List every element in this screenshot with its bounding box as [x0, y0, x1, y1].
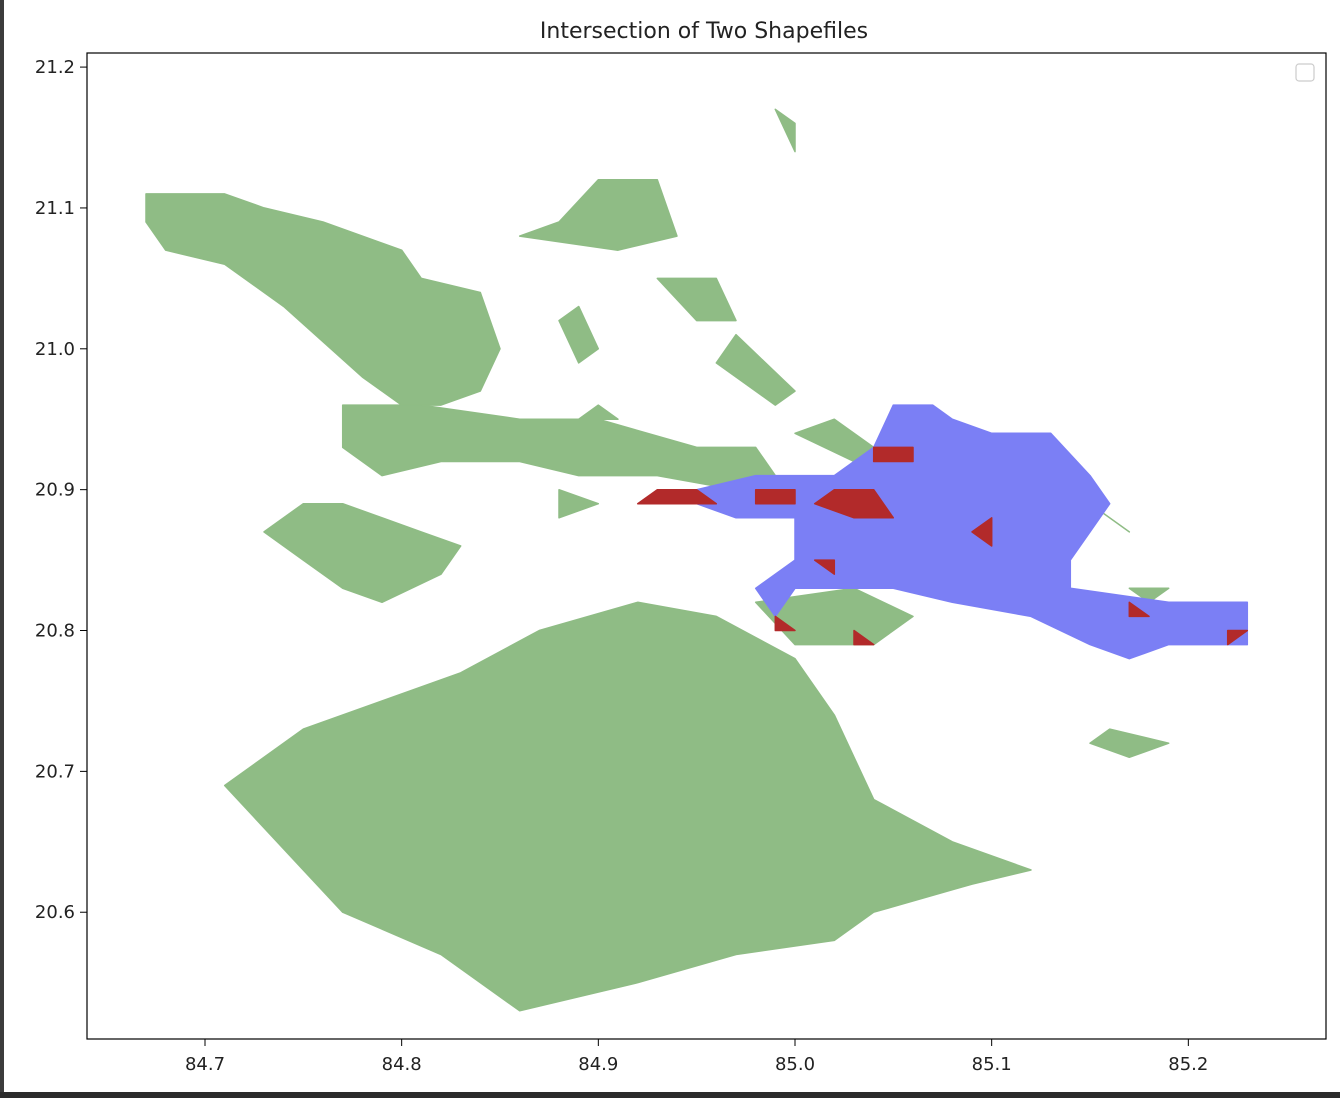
layer1-polygon-15: [558, 488, 600, 519]
layer1-polygon-13: [1128, 587, 1170, 604]
chart-figure: 84.7 84.8 84.9 85.0 85.1 85.2 20.6 20.7 20.8 20.9…: [4, 0, 1340, 1092]
layer1-polygon-1: [341, 404, 777, 491]
y-tick-label: 20.8: [35, 621, 75, 642]
y-tick-label: 21.0: [35, 339, 75, 360]
series-intersection: [636, 446, 1249, 646]
intersection-polygon-4: [971, 517, 993, 547]
shapes-group: [145, 108, 1249, 1012]
intersection-polygon-8: [1128, 601, 1150, 618]
layer1-polygon-0: [145, 193, 501, 406]
y-tick-label: 21.1: [35, 198, 75, 219]
layer1-polygon-6: [558, 305, 600, 364]
chart-svg: 84.7 84.8 84.9 85.0 85.1 85.2 20.6 20.7 20.8 20.9…: [35, 19, 1327, 1075]
series-layer1: [145, 108, 1170, 1012]
x-tick-label: 85.1: [972, 1054, 1012, 1075]
intersection-polygon-0: [636, 488, 718, 505]
x-tick-label: 84.8: [382, 1054, 422, 1075]
x-tick-label: 85.2: [1168, 1054, 1208, 1075]
y-tick-label: 20.7: [35, 761, 75, 782]
chart-title: Intersection of Two Shapefiles: [540, 19, 868, 44]
y-tick-label: 20.6: [35, 902, 75, 923]
intersection-polygon-7: [853, 629, 875, 646]
intersection-polygon-5: [813, 559, 836, 575]
status-strip: [0, 1092, 1340, 1098]
x-tick-label: 85.0: [775, 1054, 815, 1075]
layer1-polygon-14: [774, 108, 796, 153]
layer1-polygon-2: [263, 502, 462, 604]
y-tick-label: 21.2: [35, 57, 75, 78]
legend-box: [1295, 63, 1315, 82]
layer1-polygon-8: [577, 404, 619, 420]
x-tick-label: 84.9: [578, 1054, 618, 1075]
layer1-polygon-4: [518, 179, 678, 251]
intersection-polygon-9: [1226, 629, 1249, 646]
intersection-polygon-6: [774, 615, 796, 632]
intersection-polygon-1: [754, 488, 796, 505]
y-tick-label: 20.9: [35, 480, 75, 501]
layer1-polygon-5: [656, 277, 737, 322]
intersection-polygon-3: [872, 446, 914, 463]
layer1-polygon-7: [715, 333, 796, 406]
intersection-polygon-2: [813, 488, 895, 519]
ticks-group: 84.7 84.8 84.9 85.0 85.1 85.2 20.6 20.7 20.8 20.9…: [35, 57, 1208, 1075]
layer1-polygon-3: [223, 601, 1032, 1012]
layer1-polygon-11: [1089, 728, 1170, 759]
x-tick-label: 84.7: [185, 1054, 225, 1075]
plot-frame: [86, 52, 1327, 1040]
